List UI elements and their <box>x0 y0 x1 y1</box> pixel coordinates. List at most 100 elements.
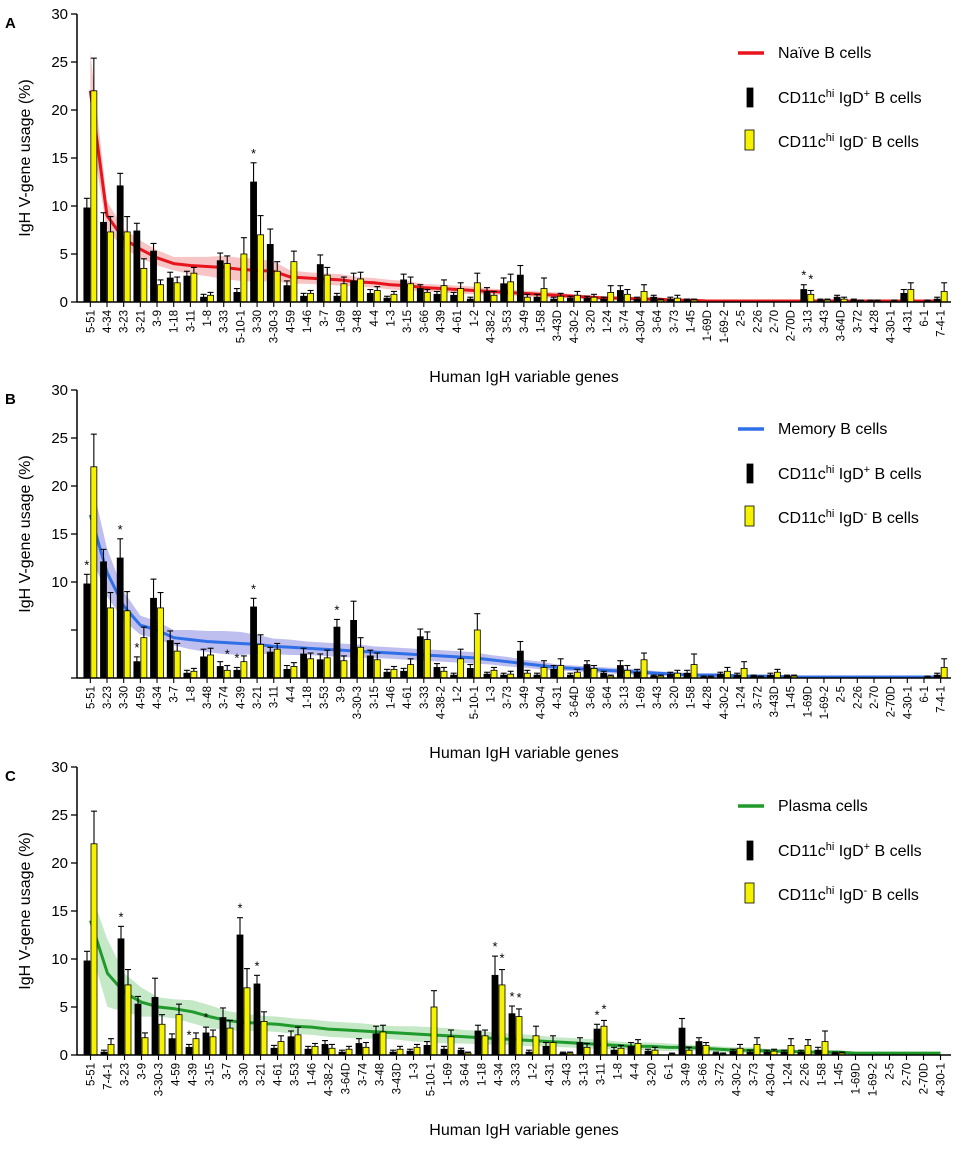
bar <box>430 1006 438 1056</box>
x-tick-label: 4-28 <box>869 310 881 333</box>
x-tick-label: 6-1 <box>919 310 931 327</box>
bar <box>413 1046 421 1056</box>
bar <box>175 1014 183 1056</box>
significance-marker: * <box>808 271 813 286</box>
bar <box>416 636 424 679</box>
x-tick-label: 4-59 <box>171 1063 183 1086</box>
bar <box>185 1046 193 1056</box>
bar <box>133 661 141 679</box>
x-tick-label: 3-21 <box>256 1063 268 1086</box>
x-tick-label: 1-2 <box>528 1063 540 1080</box>
x-tick-label: 1-58 <box>536 310 548 333</box>
x-tick-label: 4-4 <box>369 309 381 326</box>
x-tick-label: 5-10-1 <box>235 310 247 343</box>
bar <box>290 261 298 303</box>
significance-marker: * <box>251 146 256 161</box>
bar <box>940 291 948 303</box>
x-tick-label: 5-10-1 <box>469 686 481 719</box>
x-tick-label: 4-30-1 <box>902 686 914 719</box>
bar <box>433 293 441 303</box>
x-tick-label: 4-34 <box>102 309 114 333</box>
bar <box>157 284 164 303</box>
x-tick-label: 3-11 <box>269 686 281 708</box>
x-tick-label: 3-15 <box>205 1063 217 1086</box>
bar <box>236 934 244 1056</box>
bar <box>690 664 698 679</box>
bar <box>270 1047 278 1056</box>
x-tick-label: 3-20 <box>669 686 681 709</box>
bar <box>407 664 415 679</box>
legend-label-population: Memory B cells <box>778 421 887 438</box>
significance-marker: * <box>499 951 504 966</box>
bar <box>328 1047 336 1056</box>
bar <box>481 1035 489 1056</box>
bar <box>116 185 124 303</box>
bar <box>753 1044 761 1056</box>
bar <box>260 1021 268 1056</box>
x-tick-label: 3-73 <box>749 1063 761 1086</box>
x-tick-label: 2-70 <box>902 1063 914 1086</box>
bar <box>100 221 107 303</box>
bar <box>623 669 631 679</box>
x-tick-label: 3-49 <box>519 310 531 333</box>
y-axis-title: IgH V-gene usage (%) <box>17 832 34 989</box>
bar <box>223 263 231 303</box>
bar <box>500 283 508 303</box>
x-axis-title: Human IgH variable genes <box>429 1122 618 1139</box>
bar <box>300 653 307 679</box>
y-tick-label: 10 <box>51 951 68 968</box>
significance-marker: * <box>234 650 239 665</box>
significance-marker: * <box>251 581 256 596</box>
bar <box>207 654 214 679</box>
x-tick-label: 3-13 <box>802 310 814 333</box>
bar <box>557 295 565 303</box>
bar <box>627 1045 635 1056</box>
bar <box>447 1036 455 1056</box>
legend: Memory B cells CD11chi IgD+ B cells CD11ch… <box>738 421 922 527</box>
bar <box>100 561 107 679</box>
legend-label-igd-pos: CD11chi IgD+ B cells <box>778 841 922 860</box>
bar <box>724 670 731 679</box>
bar <box>483 291 491 303</box>
bar <box>83 960 91 1056</box>
trend-line <box>88 90 941 303</box>
bar <box>266 243 274 303</box>
legend-label-population: Plasma cells <box>778 798 868 815</box>
x-tick-label: 3-72 <box>852 310 864 333</box>
x-tick-label: 3-74 <box>219 685 231 709</box>
x-tick-label: 4-30-4 <box>536 685 548 719</box>
bar <box>321 1044 329 1056</box>
bar <box>940 667 948 679</box>
bar <box>450 294 458 303</box>
legend-label-igd-pos: CD11chi IgD+ B cells <box>778 464 922 483</box>
significance-marker: * <box>237 901 242 916</box>
x-tick-label: 7-4-1 <box>103 1063 115 1090</box>
x-tick-label: 3-73 <box>502 686 514 709</box>
x-tick-label: 4-4 <box>285 685 297 702</box>
bar <box>557 665 565 679</box>
bar <box>124 984 132 1056</box>
bar <box>250 606 257 679</box>
bar <box>307 292 314 303</box>
significance-marker: * <box>118 909 123 924</box>
x-tick-label: 4-38-2 <box>485 310 497 343</box>
significance-marker: * <box>516 990 521 1005</box>
bar <box>190 272 198 303</box>
bar <box>158 1023 166 1056</box>
bar <box>907 289 915 303</box>
x-tick-label: 3-21 <box>252 686 264 709</box>
bar <box>616 290 624 303</box>
x-tick-label: 3-9 <box>335 686 347 703</box>
bar <box>440 670 448 679</box>
x-tick-label: 1-69D <box>702 310 714 341</box>
x-tick-label: 2-70D <box>886 686 898 717</box>
x-tick-label: 1-24 <box>736 685 748 709</box>
bar <box>508 1013 516 1056</box>
bar <box>583 664 591 679</box>
x-tick-label: 1-2 <box>469 310 481 327</box>
significance-marker: * <box>186 1027 191 1042</box>
x-tick-label: 4-31 <box>552 686 564 709</box>
bar <box>542 1045 550 1056</box>
bar <box>400 279 408 303</box>
bar <box>340 660 348 679</box>
